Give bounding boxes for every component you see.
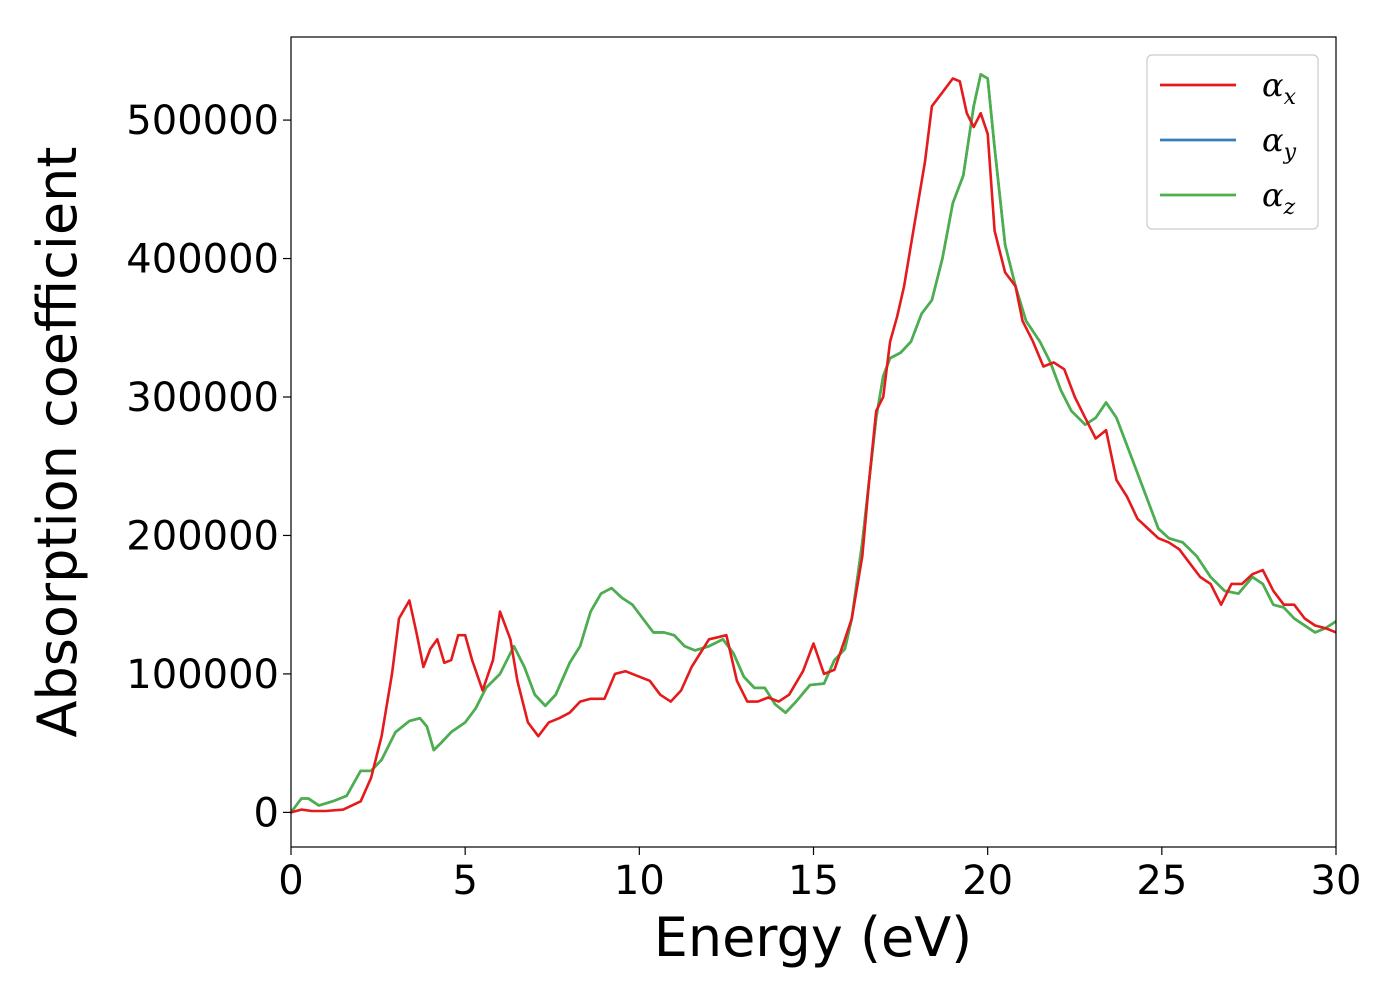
y-tick-label: 300000 (126, 375, 279, 421)
legend-subscript: z (1283, 195, 1296, 220)
legend-label-z: αz (1262, 176, 1296, 220)
y-tick-label: 500000 (126, 98, 279, 144)
x-axis: 0 5 10 15 20 25 30 (278, 847, 1361, 904)
x-tick-label: 15 (788, 858, 839, 904)
y-tick-label: 400000 (126, 237, 279, 283)
x-tick-label: 0 (278, 858, 303, 904)
legend-label-y: αy (1262, 121, 1297, 165)
x-axis-title: Energy (eV) (654, 906, 973, 969)
x-tick-label: 25 (1136, 858, 1187, 904)
series-layer (291, 73, 1336, 814)
x-tick-label: 5 (452, 858, 477, 904)
series-line-x (291, 77, 1336, 814)
legend-box (1146, 54, 1319, 230)
y-axis: 0 100000 200000 300000 400000 500000 (126, 98, 291, 836)
legend-subscript: y (1283, 140, 1297, 165)
y-tick-label: 100000 (126, 652, 279, 698)
y-axis-title: Absorption coefficient (26, 147, 89, 738)
x-tick-label: 30 (1311, 858, 1362, 904)
y-tick-label: 200000 (126, 513, 279, 559)
y-tick-label: 0 (254, 790, 279, 836)
legend-symbol: α (1262, 176, 1284, 214)
x-tick-label: 20 (962, 858, 1013, 904)
x-tick-label: 10 (614, 858, 665, 904)
legend-symbol: α (1262, 66, 1284, 104)
legend-subscript: x (1284, 85, 1297, 110)
legend-symbol: α (1262, 121, 1284, 159)
legend-label-x: αx (1262, 66, 1297, 110)
